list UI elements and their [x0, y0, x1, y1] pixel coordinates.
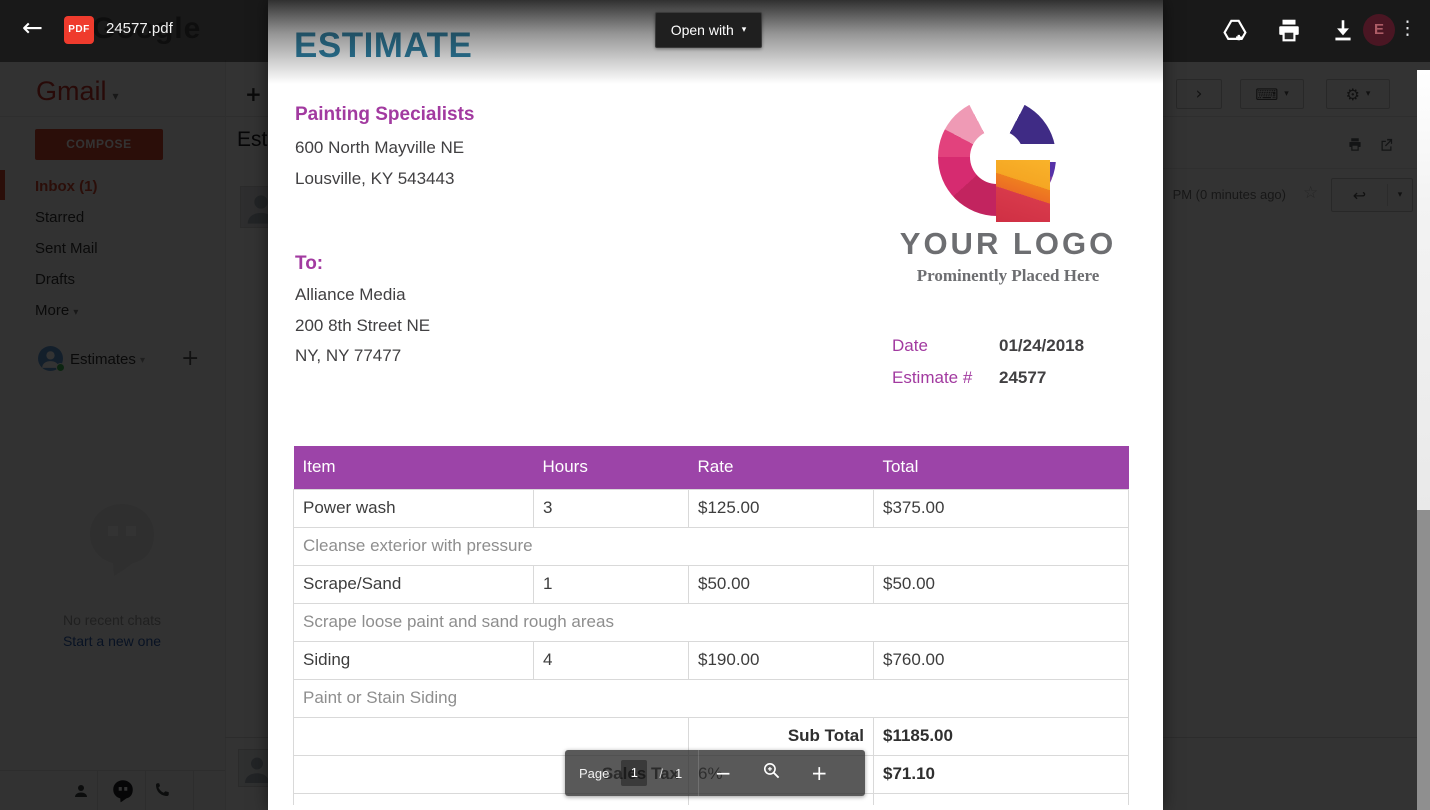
estimate-number-value: 24577	[999, 368, 1047, 387]
subtotal-value: $1185.00	[873, 716, 1129, 756]
company-logo	[936, 98, 1060, 222]
date-value: 01/24/2018	[999, 336, 1085, 355]
zoom-in-button[interactable]: +	[810, 761, 828, 785]
zoom-fit-button[interactable]	[747, 761, 795, 786]
page-number-input[interactable]: 1	[621, 760, 648, 786]
table-row: Power wash 3 $125.00 $375.00	[293, 488, 1129, 528]
pdf-file-icon: PDF	[64, 16, 94, 44]
magnifier-plus-icon	[763, 762, 780, 778]
printer-icon	[1279, 19, 1299, 42]
download-button[interactable]	[1330, 17, 1356, 43]
sender-address-line: Lousville, KY 543443	[295, 169, 455, 188]
sender-address-line: 600 North Mayville NE	[295, 138, 465, 157]
page-label: Page	[579, 765, 610, 781]
subtotal-row: Sub Total $1185.00	[293, 716, 1129, 756]
column-header: Total	[873, 446, 1129, 489]
table-row: Scrape/Sand 1 $50.00 $50.00	[293, 564, 1129, 604]
table-desc-row: Paint or Stain Siding	[293, 678, 1129, 718]
file-name: 24577.pdf	[106, 20, 173, 37]
logo-tagline: Prominently Placed Here	[916, 266, 1100, 285]
recipient-address-line: 200 8th Street NE	[295, 316, 431, 335]
table-desc-row: Cleanse exterior with pressure	[293, 526, 1129, 566]
column-header: Rate	[688, 446, 874, 489]
table-header-row: Item Hours Rate Total	[293, 446, 1129, 489]
estimate-number-label: Estimate #	[892, 368, 973, 387]
recipient-name: Alliance Media	[295, 285, 406, 304]
date-label: Date	[892, 336, 928, 355]
page-total: 1	[675, 765, 683, 781]
viewer-page-toolbar: Page 1 / 1 − +	[565, 750, 865, 796]
sender-company: Painting Specialists	[295, 104, 475, 125]
logo-square	[996, 160, 1050, 222]
drive-add-icon	[1223, 19, 1247, 41]
page-separator: /	[659, 765, 663, 781]
to-label: To:	[295, 253, 324, 274]
document-title: ESTIMATE	[294, 26, 473, 65]
scrollbar-thumb[interactable]	[1417, 510, 1430, 810]
salestax-value: $71.10	[873, 754, 1129, 794]
logo-text: YOUR LOGO	[899, 226, 1117, 261]
column-header: Hours	[533, 446, 689, 489]
divider	[698, 750, 700, 796]
back-button[interactable]: ←	[22, 13, 43, 42]
column-header: Item	[293, 446, 534, 489]
zoom-out-button[interactable]: −	[714, 761, 732, 785]
table-desc-row: Scrape loose paint and sand rough areas	[293, 602, 1129, 642]
open-with-button[interactable]: Open with ▾	[655, 12, 762, 48]
add-to-drive-button[interactable]	[1222, 17, 1248, 43]
chevron-down-icon: ▾	[741, 25, 747, 35]
account-avatar[interactable]: E	[1363, 14, 1395, 46]
scrollbar-track[interactable]	[1417, 70, 1430, 510]
subtotal-label: Sub Total	[688, 716, 874, 756]
download-icon	[1335, 20, 1351, 41]
more-options-button[interactable]: ⋮	[1398, 17, 1417, 39]
print-button[interactable]	[1276, 17, 1302, 43]
recipient-address-line: NY, NY 77477	[295, 346, 402, 365]
pdf-page: ESTIMATE Painting Specialists 600 North …	[268, 0, 1163, 810]
table-row: Siding 4 $190.00 $760.00	[293, 640, 1129, 680]
